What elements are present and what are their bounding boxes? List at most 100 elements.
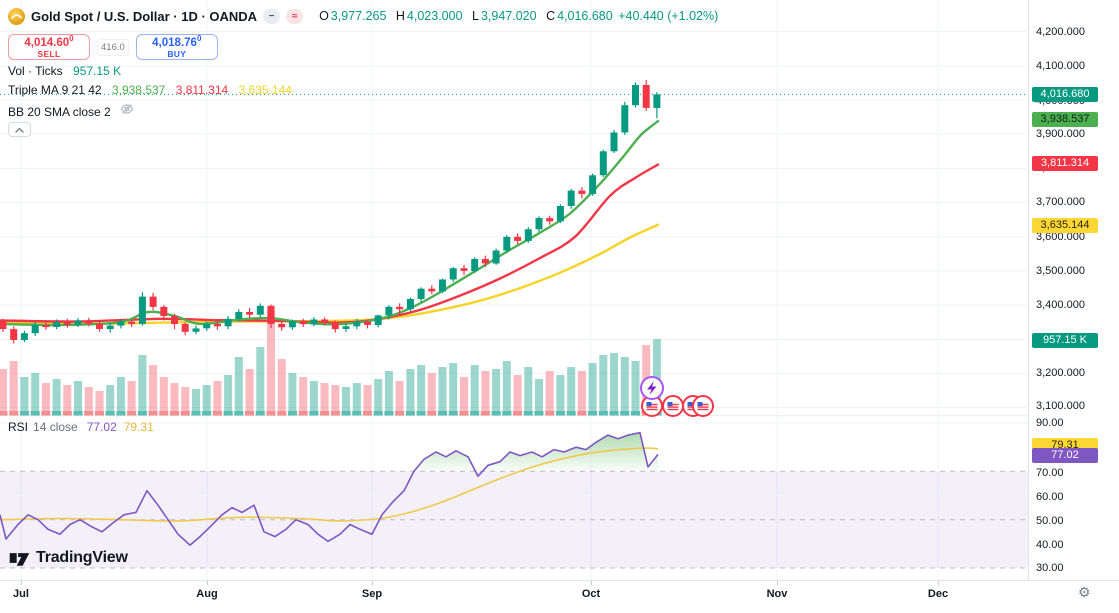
rsi-ma-value: 79.31	[123, 420, 154, 434]
price-axis-label: 40.00	[1036, 538, 1064, 551]
open-label: O	[319, 9, 329, 23]
time-axis-tick	[591, 581, 592, 585]
time-axis[interactable]: Jul Aug Sep Oct Nov Dec	[0, 580, 1119, 613]
candles-group	[0, 79, 661, 344]
tradingview-watermark: TradingView	[9, 549, 128, 567]
time-axis-tick	[938, 581, 939, 585]
ohlc-readout: O 3,977.265 H 4,023.000 L 3,947.020 C 4,016.…	[313, 9, 718, 23]
sell-button[interactable]: 4,014.600 SELL	[8, 34, 90, 60]
rsi-line	[0, 431, 659, 546]
triple-ma-legend-row[interactable]: Triple MA 9 21 42 3,938.537 3,811.314 3,…	[8, 83, 718, 98]
volume-legend-title: Vol · Ticks	[8, 64, 63, 78]
time-axis-tick	[372, 581, 373, 585]
price-badge: 3,635.144	[1032, 217, 1098, 233]
lightning-event-icon	[640, 376, 664, 400]
change-value: +40.440 (+1.02%)	[618, 9, 719, 23]
time-axis-label: Dec	[927, 588, 949, 600]
bb-legend-row[interactable]: BB 20 SMA close 2	[8, 102, 718, 119]
us-flag-event-icon	[692, 395, 714, 417]
time-axis-tick	[207, 581, 208, 585]
buy-price-sup: 0	[196, 34, 202, 44]
price-axis-label: 3,200.000	[1036, 366, 1085, 379]
time-axis-label: Jul	[13, 588, 29, 600]
minus-pill-icon[interactable]: −	[263, 8, 281, 24]
price-axis-label: 70.00	[1036, 466, 1064, 479]
chart-plot-area[interactable]: Gold Spot / U.S. Dollar · 1D · OANDA − ≈…	[0, 0, 1028, 580]
triple-ma-value-slow: 3,635.144	[238, 83, 292, 97]
price-badge: 3,811.314	[1032, 155, 1098, 171]
time-axis-tick	[777, 581, 778, 585]
price-axis-label: 50.00	[1036, 514, 1064, 527]
bb-title: BB 20 SMA close 2	[8, 105, 111, 119]
time-axis-label: Aug	[196, 588, 218, 600]
price-axis-label: 3,900.000	[1036, 127, 1085, 140]
vertical-gridlines	[20, 0, 939, 580]
close-label: C	[546, 9, 556, 23]
volume-legend-value: 957.15 K	[73, 64, 122, 78]
price-axis-label: 3,400.000	[1036, 298, 1085, 311]
rsi-params: 14 close	[33, 420, 78, 434]
visibility-off-icon[interactable]	[120, 102, 134, 116]
triple-ma-value-fast: 3,938.537	[111, 83, 166, 97]
price-axis-label: 3,700.000	[1036, 195, 1085, 208]
rsi-gridlines	[0, 422, 1028, 545]
axis-settings-gear-icon[interactable]: ⚙	[1078, 584, 1091, 600]
buy-price: 4,018.76	[152, 36, 197, 49]
low-value: 3,947.020	[480, 9, 537, 23]
watermark-text: TradingView	[36, 549, 128, 566]
sell-price-sup: 0	[69, 34, 74, 44]
spread-value: 416.0	[97, 38, 129, 56]
price-axis-label: 30.00	[1036, 561, 1064, 574]
price-badge: 3,938.537	[1032, 111, 1098, 127]
triple-ma-value-mid: 3,811.314	[175, 83, 229, 97]
volume-bars	[0, 311, 661, 411]
chart-canvas[interactable]	[0, 0, 1028, 580]
symbol-row: Gold Spot / U.S. Dollar · 1D · OANDA − ≈…	[8, 4, 718, 28]
tradingview-logo-icon	[9, 553, 30, 566]
price-axis-label: 60.00	[1036, 490, 1064, 503]
price-axis-label: 90.00	[1036, 416, 1064, 429]
close-value: 4,016.680	[557, 9, 613, 23]
collapse-indicators-button[interactable]	[8, 122, 31, 137]
time-axis-label: Nov	[766, 588, 788, 600]
time-axis-label: Sep	[361, 588, 383, 600]
ma21-line	[0, 163, 660, 324]
us-flag-event-icon	[662, 395, 684, 417]
ma42-line	[0, 223, 660, 325]
price-badge: 957.15 K	[1032, 332, 1098, 348]
sell-label: SELL	[37, 49, 61, 60]
price-axis-label: 3,500.000	[1036, 264, 1085, 277]
chevron-up-icon	[15, 127, 24, 133]
high-value: 4,023.000	[406, 9, 463, 23]
price-badge: 4,016.680	[1032, 86, 1098, 102]
rsi-legend-row[interactable]: RSI 14 close 77.02 79.31	[8, 420, 154, 434]
time-axis-label: Oct	[581, 588, 601, 600]
ma9-line	[0, 119, 660, 327]
symbol-title[interactable]: Gold Spot / U.S. Dollar · 1D · OANDA	[31, 8, 258, 24]
event-icons[interactable]	[640, 376, 714, 417]
trade-buttons-row: 4,014.600 SELL 416.0 4,018.760 BUY	[8, 34, 718, 60]
low-label: L	[472, 9, 479, 23]
rsi-ma-line	[0, 447, 659, 522]
approx-pill-icon[interactable]: ≈	[286, 8, 304, 24]
legend-panel: Gold Spot / U.S. Dollar · 1D · OANDA − ≈…	[8, 4, 718, 138]
price-axis-label: 4,200.000	[1036, 25, 1085, 38]
us-flag-event-icon	[641, 395, 663, 417]
rsi-title: RSI	[8, 420, 29, 434]
open-value: 3,977.265	[330, 9, 387, 23]
buy-label: BUY	[167, 49, 187, 60]
rsi-value: 77.02	[86, 420, 117, 434]
volume-legend-row[interactable]: Vol · Ticks 957.15 K	[8, 64, 718, 79]
price-badge: 77.02	[1032, 447, 1098, 463]
symbol-logo-gold-icon[interactable]	[8, 7, 25, 25]
buy-button[interactable]: 4,018.760 BUY	[135, 34, 218, 60]
time-axis-tick	[21, 581, 22, 585]
price-axis-label: 3,100.000	[1036, 399, 1085, 412]
pane-separator-stripe[interactable]	[0, 411, 662, 416]
price-axis[interactable]: 4,200.0004,100.0004,000.0003,900.0003,80…	[1028, 0, 1119, 580]
triple-ma-title: Triple MA 9 21 42	[8, 83, 102, 97]
price-axis-label: 4,100.000	[1036, 59, 1085, 72]
price-axis-label: 3,600.000	[1036, 230, 1085, 243]
high-label: H	[395, 9, 405, 23]
